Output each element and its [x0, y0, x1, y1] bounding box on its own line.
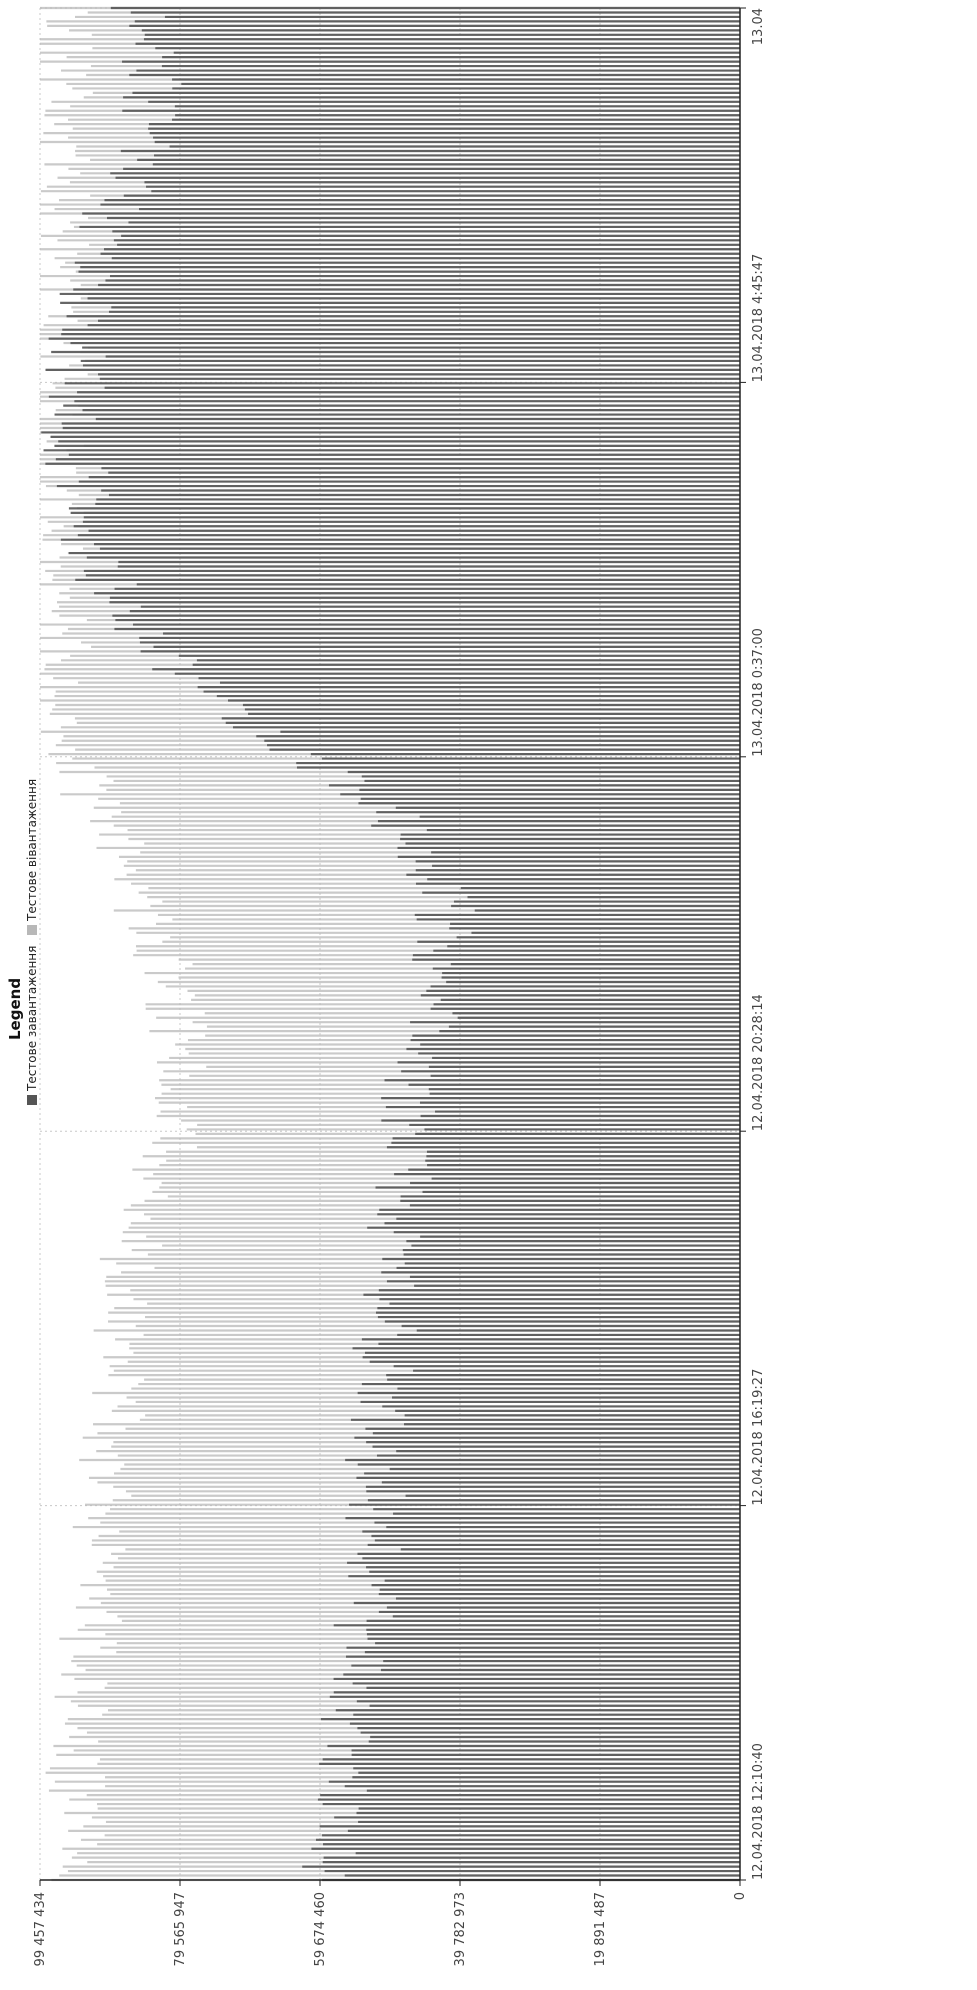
- value-tick-label: 0: [733, 1892, 748, 1900]
- time-tick-label: 12.04.2018 12:10:40: [751, 1743, 766, 1880]
- time-axis-ticks: 12.04.2018 12:10:40 12.04.2018 16:19:27 12…: [740, 7, 766, 1881]
- time-tick-label: 12.04.2018 16:19:27: [751, 1369, 766, 1506]
- legend-label: Тестове вівантаження: [25, 779, 39, 922]
- value-tick-label: 99 457 434: [33, 1892, 48, 1966]
- value-tick-label: 39 782 973: [453, 1892, 468, 1966]
- value-tick-label: 19 891 487: [593, 1892, 608, 1966]
- value-tick-label: 59 674 460: [313, 1892, 328, 1966]
- legend-swatch: [27, 925, 37, 935]
- time-tick-label: 13.04: [751, 8, 766, 45]
- time-tick-label: 13.04.2018 0:37:00: [751, 628, 766, 757]
- value-tick-label: 79 565 947: [173, 1892, 188, 1966]
- series-1: [41, 6, 740, 1882]
- legend-label: Тестове завантаження: [25, 946, 39, 1092]
- legend: Legend Тестове завантаження Тестове віван…: [6, 779, 39, 1105]
- time-tick-label: 13.04.2018 4:45:47: [751, 254, 766, 383]
- axes: [40, 8, 741, 1881]
- time-tick-label: 12.04.2018 20:28:14: [751, 994, 766, 1131]
- value-axis-ticks: 99 457 434 79 565 947 59 674 460 39 782 973…: [33, 1880, 748, 1966]
- series-layer: [40, 6, 740, 1882]
- legend-entries: Тестове завантаження Тестове вівантаження: [25, 779, 39, 1105]
- legend-swatch: [27, 1095, 37, 1105]
- legend-title: Legend: [6, 978, 24, 1040]
